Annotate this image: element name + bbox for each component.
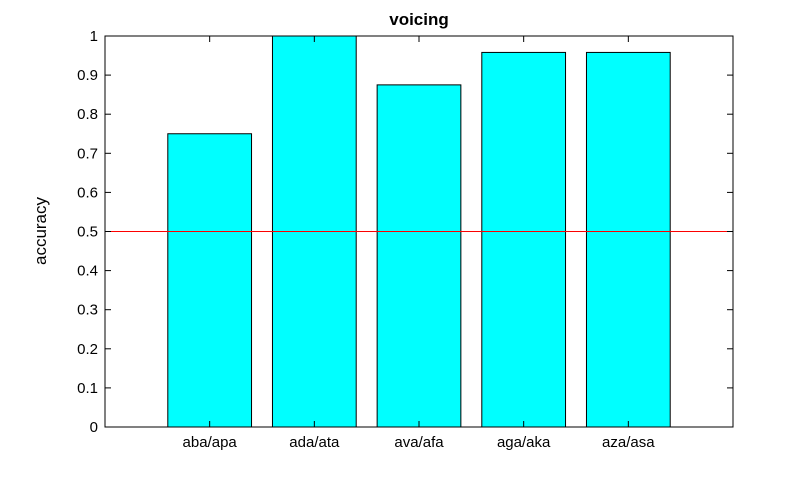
x-tick-label: aba/apa (183, 434, 238, 451)
bar-aba-apa (167, 133, 253, 428)
y-tick-label: 0 (90, 419, 98, 436)
x-tick-label: ada/ata (289, 434, 340, 451)
bar-ava-afa (376, 84, 462, 428)
y-tick-label: 0.8 (77, 106, 98, 123)
x-tick-label: ava/afa (394, 434, 444, 451)
x-tick-label: aga/aka (497, 434, 551, 451)
axes-layer: 0 0.1 0.2 0.3 0.4 0.5 0.6 0.7 0.8 0.9 1 aba/apa ada/… (77, 28, 734, 451)
y-tick-label: 0.1 (77, 380, 98, 397)
chart-title: voicing (389, 10, 449, 29)
bar-aza-asa (585, 51, 671, 428)
y-tick-label: 0.6 (77, 184, 98, 201)
y-tick-label: 0.7 (77, 145, 98, 162)
y-axis-label: accuracy (31, 196, 50, 265)
y-tick-label: 0.4 (77, 263, 98, 280)
y-tick-label: 0.9 (77, 67, 98, 84)
y-tick-label: 0.3 (77, 302, 98, 319)
bars-layer (167, 35, 671, 428)
y-tick-label: 1 (90, 28, 98, 45)
y-tick-label: 0.2 (77, 341, 98, 358)
x-tick-label: aza/asa (602, 434, 655, 451)
y-tick-label: 0.5 (77, 224, 98, 241)
bar-aga-aka (481, 51, 567, 428)
